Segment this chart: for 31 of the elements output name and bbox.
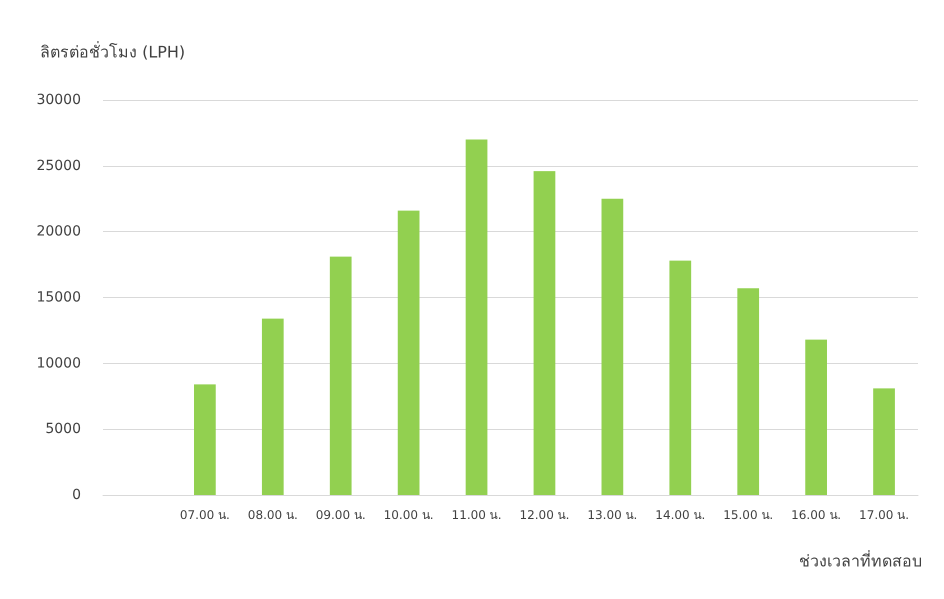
bar — [262, 318, 284, 495]
bar — [330, 256, 352, 495]
x-tick-label: 08.00 น. — [248, 508, 298, 522]
x-tick-label: 12.00 น. — [519, 508, 570, 522]
y-tick-label: 20000 — [36, 224, 81, 240]
x-tick-label: 09.00 น. — [316, 508, 366, 522]
x-tick-label: 14.00 น. — [655, 508, 706, 522]
bar — [534, 171, 556, 495]
bar — [194, 384, 216, 495]
bar — [602, 198, 624, 495]
x-tick-label: 10.00 น. — [384, 508, 434, 522]
bar — [873, 388, 895, 495]
y-tick-label: 15000 — [36, 290, 81, 306]
y-tick-label: 0 — [72, 487, 81, 503]
y-tick-label: 10000 — [36, 355, 81, 372]
x-tick-label: 15.00 น. — [723, 508, 774, 522]
x-tick-label: 16.00 น. — [791, 508, 842, 522]
y-tick-label: 30000 — [36, 92, 81, 108]
bar — [466, 140, 488, 495]
bar — [669, 260, 692, 495]
y-tick-label: 5000 — [45, 421, 81, 438]
bar — [398, 210, 420, 495]
x-tick-label: 11.00 น. — [452, 508, 502, 522]
bar — [737, 288, 760, 495]
x-tick-label: 13.00 น. — [587, 508, 638, 522]
x-tick-label: 07.00 น. — [180, 508, 230, 522]
bar — [805, 340, 827, 495]
x-axis-title: ช่วงเวลาที่ทดสอบ — [799, 550, 922, 570]
y-tick-label: 25000 — [36, 158, 81, 174]
x-tick-label: 17.00 น. — [859, 508, 910, 522]
y-axis-title: ลิตรต่อชั่วโมง (LPH) — [40, 40, 186, 62]
